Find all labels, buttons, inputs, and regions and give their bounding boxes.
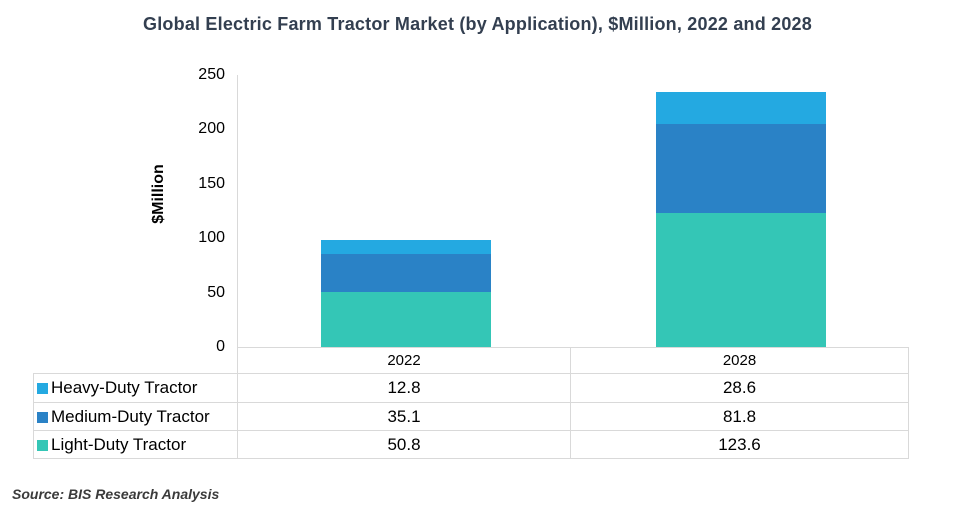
table-corner-cell: [34, 348, 238, 374]
value-cell: 123.6: [570, 430, 909, 459]
bar-segment: [656, 123, 827, 213]
y-tick-label: 100: [198, 229, 225, 247]
stacked-bar-2028: [656, 92, 827, 347]
y-tick-label: 50: [207, 283, 225, 301]
x-category-label: 2022: [237, 347, 571, 374]
value-cell: 12.8: [237, 373, 571, 403]
data-table: 2022 2028 Heavy-Duty Tractor 12.8 28.6 Medium…: [33, 347, 909, 459]
x-category-label: 2028: [570, 347, 909, 374]
bar-segment: [320, 291, 491, 347]
value-cell: 50.8: [237, 430, 571, 459]
legend-label: Light-Duty Tractor: [51, 434, 187, 454]
bar-segment: [320, 239, 491, 254]
legend-cell: Light-Duty Tractor: [33, 430, 238, 459]
value-cell: 28.6: [570, 373, 909, 403]
y-tick-label: 0: [216, 338, 225, 355]
legend-cell: Heavy-Duty Tractor: [33, 373, 238, 403]
bar-segment: [656, 92, 827, 124]
value-cell: 81.8: [570, 402, 909, 431]
y-tick-label: 150: [198, 174, 225, 192]
chart-title: Global Electric Farm Tractor Market (by …: [143, 14, 812, 34]
legend-label: Heavy-Duty Tractor: [51, 378, 198, 397]
y-tick-label: 200: [198, 120, 225, 138]
bar-segment: [320, 253, 491, 292]
stacked-bar-2022: [320, 239, 491, 347]
value-cell: 35.1: [237, 402, 571, 431]
bars-container: [237, 75, 908, 347]
bar-segment: [656, 212, 827, 347]
source-note: Source: BIS Research Analysis: [12, 486, 220, 502]
y-tick-label: 250: [198, 66, 225, 83]
legend-cell: Medium-Duty Tractor: [33, 402, 238, 431]
legend-swatch-icon: [37, 383, 48, 394]
legend-swatch-icon: [37, 439, 48, 451]
legend-label: Medium-Duty Tractor: [51, 406, 210, 426]
legend-swatch-icon: [37, 411, 48, 423]
y-axis: 0 50 100 150 200 250: [0, 66, 225, 355]
